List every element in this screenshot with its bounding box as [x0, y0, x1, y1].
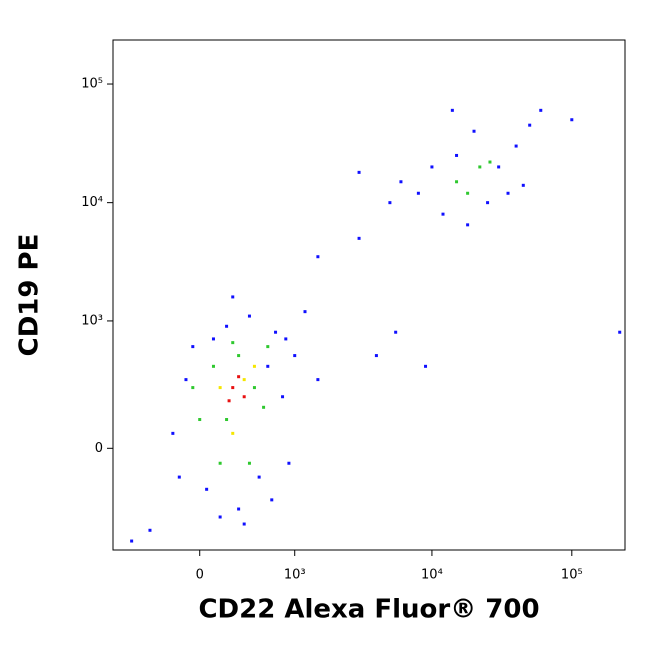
point [506, 191, 510, 195]
y-tick-label: 10⁴ [81, 195, 103, 210]
point [316, 378, 320, 382]
point [287, 461, 291, 465]
point [225, 418, 229, 422]
point [316, 255, 320, 259]
point [191, 386, 195, 390]
point [198, 418, 202, 422]
y-tick-label: 10⁵ [81, 77, 103, 92]
point [486, 201, 490, 205]
point [570, 118, 574, 122]
point [281, 395, 285, 399]
point [270, 498, 274, 502]
point [247, 461, 251, 465]
point [257, 475, 261, 479]
point [218, 386, 222, 390]
point [252, 364, 256, 368]
point [521, 183, 525, 187]
point [184, 378, 188, 382]
point [225, 324, 229, 328]
y-tick-label: 0 [95, 441, 103, 456]
point [231, 386, 235, 390]
point [466, 191, 470, 195]
point [231, 431, 235, 435]
point [191, 345, 195, 349]
point [514, 144, 518, 148]
point [293, 354, 297, 358]
point [266, 364, 270, 368]
point [231, 341, 235, 345]
point [455, 153, 459, 157]
point [171, 431, 175, 435]
point [388, 201, 392, 205]
plot-frame [112, 39, 626, 551]
point [399, 180, 403, 184]
point [130, 539, 134, 543]
x-tick-label: 10⁴ [421, 568, 443, 583]
y-tick-label: 10³ [81, 313, 103, 328]
point [242, 395, 246, 399]
point [211, 337, 215, 341]
point [357, 236, 361, 240]
point [478, 165, 482, 169]
point [218, 515, 222, 519]
point [262, 405, 266, 409]
point [441, 212, 445, 216]
point [237, 354, 241, 358]
point [211, 364, 215, 368]
point [357, 170, 361, 174]
point [303, 310, 307, 314]
point [284, 337, 288, 341]
point [227, 399, 231, 403]
point [430, 165, 434, 169]
point [466, 223, 470, 227]
point [455, 180, 459, 184]
point [528, 123, 532, 127]
point [242, 378, 246, 382]
point [416, 191, 420, 195]
point [205, 487, 209, 491]
point [252, 386, 256, 390]
y-axis-title: CD19 PE [15, 234, 45, 357]
x-tick-label: 0 [196, 568, 204, 583]
x-tick-label: 10³ [284, 568, 306, 583]
point [177, 475, 181, 479]
point [242, 522, 246, 526]
point [618, 330, 622, 334]
x-tick-label: 10⁵ [561, 568, 583, 583]
x-axis-title: CD22 Alexa Fluor® 700 [198, 595, 539, 625]
point [266, 345, 270, 349]
point [247, 314, 251, 318]
point [472, 129, 476, 133]
point [394, 330, 398, 334]
point [237, 375, 241, 379]
point [218, 461, 222, 465]
point [274, 330, 278, 334]
point [424, 364, 428, 368]
point [539, 108, 543, 112]
point [497, 165, 501, 169]
point [450, 108, 454, 112]
point [488, 160, 492, 164]
point [374, 354, 378, 358]
point [237, 507, 241, 511]
point [148, 528, 152, 532]
point [231, 295, 235, 299]
